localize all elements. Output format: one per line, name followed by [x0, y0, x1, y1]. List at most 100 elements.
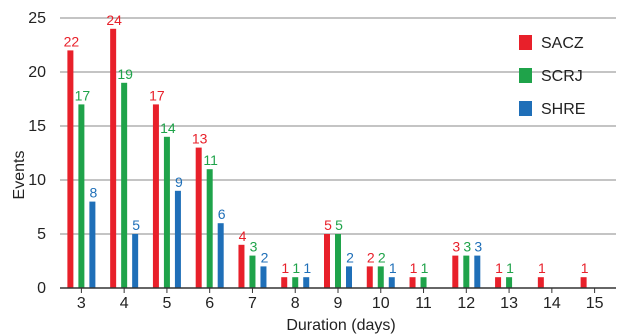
legend-swatch-sacz	[519, 35, 532, 50]
x-tick-label: 7	[248, 295, 257, 312]
bar-scrj-5	[163, 136, 170, 288]
legend-label-sacz: SACZ	[541, 35, 584, 52]
bar-shre-4	[132, 234, 139, 288]
y-tick-label: 5	[37, 226, 46, 243]
bar-sacz-9	[324, 234, 330, 288]
data-label-sacz-13: 1	[495, 260, 503, 276]
data-label-scrj-8: 1	[292, 260, 300, 276]
data-label-shre-7: 2	[261, 249, 269, 265]
data-label-scrj-12: 3	[463, 239, 471, 255]
x-tick-label: 5	[162, 295, 171, 312]
legend: SACZ SCRJ SHRE	[519, 35, 585, 118]
bar-sacz-5	[152, 104, 159, 289]
bar-shre-12	[474, 255, 481, 288]
data-label-shre-8: 1	[303, 260, 311, 276]
bar-sacz-3	[67, 50, 74, 289]
y-tick-label: 10	[28, 172, 46, 189]
x-tick-label: 6	[205, 295, 214, 312]
data-label-sacz-12: 3	[452, 239, 460, 255]
y-tick-label: 25	[28, 10, 46, 27]
bar-scrj-8	[292, 277, 299, 288]
y-tick-label: 0	[37, 280, 46, 297]
data-label-shre-6: 6	[218, 206, 226, 222]
data-label-sacz-11: 1	[410, 260, 418, 276]
data-label-shre-5: 9	[175, 174, 183, 190]
bar-scrj-7	[249, 255, 256, 288]
x-tick-label: 10	[372, 295, 390, 312]
legend-swatch-scrj	[519, 68, 532, 83]
bar-sacz-13	[495, 277, 502, 288]
bar-scrj-10	[377, 266, 384, 288]
bar-sacz-4	[110, 28, 117, 289]
bar-scrj-13	[506, 277, 513, 288]
data-label-shre-4: 5	[132, 217, 140, 233]
data-label-scrj-9: 5	[335, 217, 343, 233]
data-label-scrj-13: 1	[506, 260, 514, 276]
bar-shre-3	[89, 201, 96, 288]
data-label-shre-3: 8	[89, 185, 97, 201]
bar-sacz-10	[366, 266, 373, 288]
y-tick-label: 15	[28, 118, 46, 135]
bar-shre-6	[217, 223, 224, 288]
bar-sacz-11	[409, 277, 416, 288]
bar-scrj-4	[121, 82, 128, 288]
data-label-sacz-15: 1	[581, 260, 589, 276]
bar-sacz-6	[195, 147, 202, 288]
bar-shre-7	[260, 266, 267, 288]
bar-shre-5	[174, 190, 181, 288]
data-label-scrj-4: 19	[117, 66, 133, 82]
data-label-scrj-7: 3	[250, 239, 258, 255]
bar-sacz-14	[537, 277, 544, 288]
x-tick-label: 3	[77, 295, 86, 312]
legend-label-shre: SHRE	[541, 101, 585, 118]
x-tick-label: 14	[543, 295, 561, 312]
bar-scrj-11	[420, 277, 427, 288]
bar-sacz-8	[281, 277, 288, 288]
bar-sacz-7	[238, 244, 245, 288]
x-tick-label: 9	[334, 295, 343, 312]
x-tick-label: 11	[415, 295, 432, 312]
data-label-sacz-4: 24	[106, 12, 122, 28]
data-label-sacz-10: 2	[367, 249, 375, 265]
bar-scrj-3	[78, 104, 85, 289]
data-label-sacz-7: 4	[239, 228, 247, 244]
y-axis-title: Events	[11, 151, 28, 200]
bar-scrj-9	[335, 234, 341, 288]
data-label-scrj-3: 17	[75, 87, 91, 103]
y-tick-label: 20	[28, 64, 46, 81]
bar-sacz-15	[580, 277, 587, 288]
bar-scrj-12	[463, 255, 470, 288]
data-label-sacz-5: 17	[149, 87, 165, 103]
x-tick-label: 13	[500, 295, 518, 312]
data-label-scrj-5: 14	[160, 120, 176, 136]
legend-swatch-shre	[519, 101, 532, 116]
x-tick-label: 8	[291, 295, 300, 312]
data-label-sacz-14: 1	[538, 260, 546, 276]
gridlines	[60, 17, 616, 235]
data-label-shre-10: 1	[389, 260, 397, 276]
data-label-sacz-3: 22	[64, 33, 80, 49]
bar-shre-8	[303, 277, 310, 288]
bar-sacz-12	[452, 255, 459, 288]
legend-label-scrj: SCRJ	[541, 68, 583, 85]
bar-shre-9	[346, 266, 352, 288]
data-label-shre-9: 2	[346, 249, 354, 265]
x-tick-label: 12	[457, 295, 475, 312]
data-label-sacz-6: 13	[192, 131, 208, 147]
x-tick-label: 4	[120, 295, 129, 312]
data-label-scrj-10: 2	[378, 249, 386, 265]
bar-scrj-6	[206, 169, 213, 288]
data-label-scrj-11: 1	[421, 260, 429, 276]
bars	[67, 28, 587, 289]
data-label-sacz-9: 5	[324, 217, 332, 233]
x-tick-label: 15	[586, 295, 604, 312]
x-axis-title: Duration (days)	[286, 317, 395, 334]
data-label-scrj-6: 11	[203, 152, 218, 168]
bar-shre-10	[388, 277, 395, 288]
data-label-sacz-8: 1	[281, 260, 289, 276]
data-label-shre-12: 3	[474, 239, 482, 255]
